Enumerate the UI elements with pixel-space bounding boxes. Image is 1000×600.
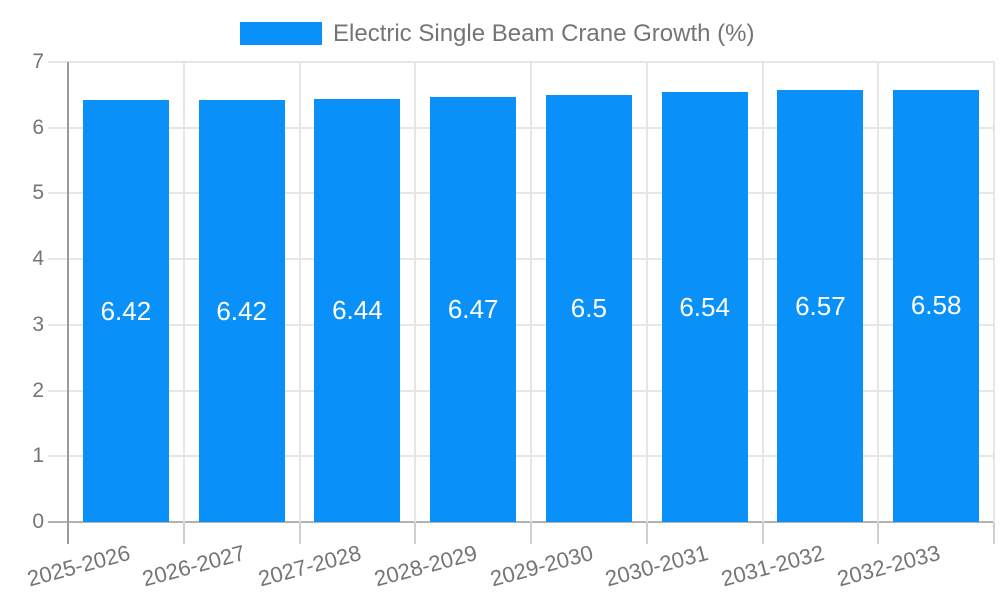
bar[interactable]: 6.54 <box>661 92 748 522</box>
v-gridline <box>182 62 185 522</box>
v-gridline <box>993 62 995 522</box>
x-axis-label: 2030-2031 <box>602 540 712 592</box>
bar-value-label: 6.42 <box>216 295 267 326</box>
h-gridline <box>48 192 994 195</box>
y-axis-line <box>67 62 69 544</box>
bar-value-label: 6.5 <box>570 292 607 323</box>
y-axis-label: 1 <box>32 444 44 468</box>
h-gridline <box>48 61 994 63</box>
bar[interactable]: 6.44 <box>314 98 401 522</box>
h-gridline <box>48 126 994 129</box>
bar-value-label: 6.47 <box>447 293 499 324</box>
h-gridline <box>48 258 994 261</box>
h-gridline <box>48 455 994 458</box>
x-axis-tick <box>298 522 301 544</box>
x-axis-tick <box>993 522 995 544</box>
y-axis-label: 4 <box>32 247 44 271</box>
y-axis-label: 3 <box>32 312 44 336</box>
y-axis-label: 6 <box>32 115 44 139</box>
x-axis-tick <box>414 522 417 544</box>
legend-swatch-icon[interactable] <box>240 22 322 45</box>
x-axis-label: 2031-2032 <box>718 540 827 592</box>
bar-value-label: 6.58 <box>910 290 962 321</box>
x-axis-line <box>48 521 994 523</box>
x-axis-tick <box>530 522 532 544</box>
x-axis-label: 2025-2026 <box>24 540 133 592</box>
v-gridline <box>414 62 417 522</box>
v-gridline <box>877 62 880 522</box>
legend-label[interactable]: Electric Single Beam Crane Growth (%) <box>333 20 755 47</box>
y-axis-label: 5 <box>32 181 44 205</box>
x-axis-label: 2032-2033 <box>834 540 943 592</box>
bar[interactable]: 6.5 <box>545 94 632 522</box>
h-gridline <box>48 389 994 392</box>
bar-value-label: 6.57 <box>795 290 846 321</box>
v-gridline <box>530 62 532 522</box>
legend: Electric Single Beam Crane Growth (%) <box>240 20 755 47</box>
bar[interactable]: 6.42 <box>82 100 169 522</box>
bar[interactable]: 6.57 <box>777 90 864 522</box>
x-axis-label: 2026-2027 <box>139 540 249 592</box>
x-axis-tick <box>645 522 648 544</box>
bar-value-label: 6.54 <box>679 291 730 322</box>
bar-value-label: 6.42 <box>100 295 152 326</box>
v-gridline <box>645 62 648 522</box>
x-axis-label: 2029-2030 <box>487 540 596 592</box>
v-gridline <box>298 62 301 522</box>
v-gridline <box>761 62 764 522</box>
bar[interactable]: 6.42 <box>198 100 285 522</box>
x-axis-tick <box>877 522 880 544</box>
x-axis-label: 2027-2028 <box>255 540 364 592</box>
x-axis-label: 2028-2029 <box>371 540 480 592</box>
y-axis-label: 0 <box>32 510 44 533</box>
bar-value-label: 6.44 <box>332 294 383 325</box>
x-axis-tick <box>182 522 185 544</box>
h-gridline <box>48 323 994 326</box>
x-axis-tick <box>761 522 764 544</box>
y-axis-label: 7 <box>32 50 44 73</box>
bar[interactable]: 6.47 <box>430 96 517 522</box>
y-axis-label: 2 <box>32 378 44 402</box>
bar[interactable]: 6.58 <box>893 89 980 522</box>
